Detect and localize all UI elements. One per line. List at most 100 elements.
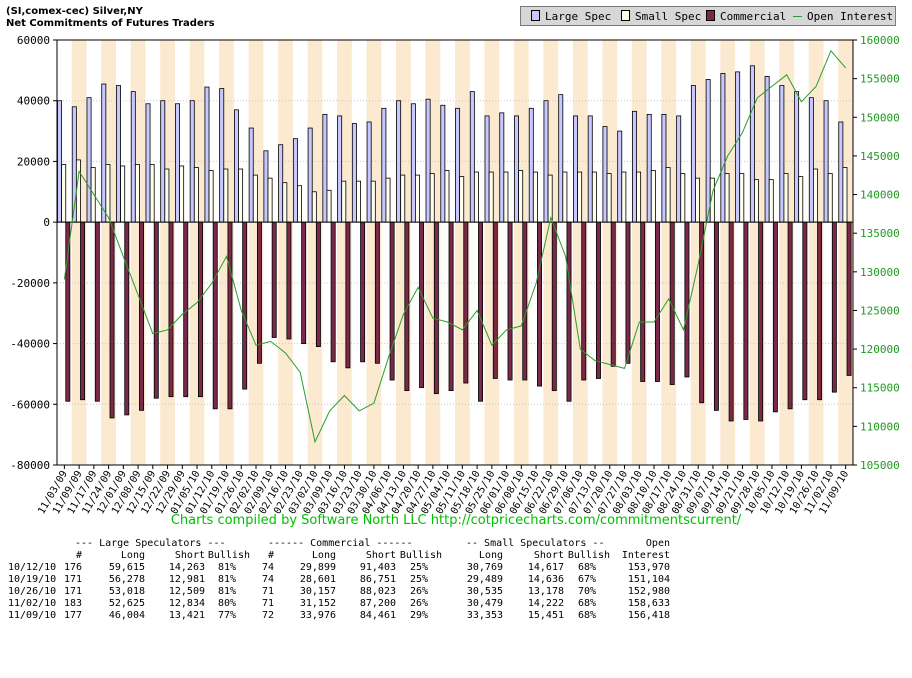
bar-commercial [286,221,292,340]
bar-small-spec [356,180,361,223]
bar-commercial [817,221,823,401]
bar-commercial [227,221,233,410]
bar-commercial [492,221,498,379]
legend-label-large-spec: Large Spec [545,10,612,23]
bar-small-spec [252,174,258,223]
table-cell: 33,976 [299,610,336,621]
table-cell: 81% [217,586,236,597]
table-cell: 84,461 [359,610,396,621]
legend-label-small-spec: Small Spec [635,10,702,23]
bar-commercial [463,221,469,384]
bar-commercial [728,221,734,422]
y-tick-label: -80000 [10,459,50,472]
bar-commercial [684,221,690,378]
y-tick-label: 0 [43,216,50,229]
bar-large-spec [499,112,505,223]
bar-commercial [168,221,174,398]
table-cell: 91,403 [359,562,396,573]
table-cell: 15,451 [527,610,564,621]
bar-small-spec [149,164,155,223]
header-bullish-commercial: Bullish [399,550,442,561]
series-line-open-interest [63,49,846,444]
bar-small-spec [798,176,804,223]
bar-commercial [360,221,366,363]
bar-large-spec [337,115,343,223]
bar-large-spec [440,104,446,223]
cot-chart: 60000 40000 20000 0 -20000 -40000 -60000 -80000… [10,34,900,516]
bar-large-spec [410,103,416,223]
bar-small-spec [193,167,199,223]
bar-commercial [153,221,159,399]
y2-tick-label: 105000 [860,459,900,472]
bar-commercial [330,221,336,363]
bar-small-spec [488,171,494,223]
bar-small-spec [621,171,627,223]
commercial-swatch [706,10,715,21]
bar-large-spec [808,97,814,223]
legend-item-open-interest: Open Interest [793,10,893,23]
bar-commercial [787,221,793,410]
bar-small-spec [813,168,818,223]
plot-frame [56,39,854,466]
y2-tick-label: 125000 [860,304,900,317]
legend-item-large-spec: Large Spec [531,10,611,23]
header-short-small: Short [533,550,564,561]
bar-large-spec [116,85,121,223]
table-cell: 31,152 [299,598,336,609]
header-bullish-small: Bullish [567,550,610,561]
bar-small-spec [385,177,391,223]
bar-small-spec [326,189,332,223]
bar-large-spec [764,76,770,223]
bar-large-spec [248,127,254,223]
bar-large-spec [469,91,475,223]
bar-large-spec [219,88,225,223]
bar-large-spec [455,107,461,223]
bar-large-spec [514,115,519,223]
bar-large-spec [278,144,284,223]
bar-small-spec [532,171,538,223]
bar-large-spec [749,65,755,223]
bar-small-spec [429,173,435,223]
table-cell: 88,023 [359,586,396,597]
table-cell: 33,353 [466,610,503,621]
y2-tick-label: 150000 [860,111,900,124]
bar-commercial [448,221,454,392]
header-commercial: ------ Commercial ------ [268,538,413,549]
table-cell: 12,981 [168,574,205,585]
table-row-date: 10/19/10 [8,574,57,585]
table-cell: 72 [261,610,274,621]
table-cell: 68% [577,562,596,573]
bar-large-spec [705,79,711,223]
bar-commercial [374,221,380,364]
bar-small-spec [665,167,671,223]
table-cell: 68% [577,598,596,609]
bar-small-spec [267,177,273,223]
table-row-date: 10/26/10 [8,586,57,597]
table-cell: 25% [409,562,428,573]
bar-small-spec [518,170,524,223]
bar-small-spec [842,167,848,223]
bar-large-spec [646,113,652,223]
bar-large-spec [720,72,726,223]
header-large-speculators: --- Large Speculators --- [75,538,226,549]
bar-small-spec [311,191,317,223]
table-cell: 52,625 [108,598,145,609]
bar-large-spec [130,91,136,223]
table-cell: 81% [217,562,236,573]
bar-small-spec [75,159,81,223]
bar-large-spec [57,100,63,223]
bar-small-spec [724,173,730,223]
bar-commercial [640,221,646,382]
bar-commercial [183,221,189,398]
bar-large-spec [263,150,269,223]
bar-commercial [654,221,660,382]
bar-large-spec [631,110,637,223]
bar-large-spec [396,100,402,223]
legend-item-commercial: Commercial [706,10,786,23]
bar-commercial [301,221,307,344]
table-cell: 46,004 [108,610,145,621]
header-count-large: # [75,550,82,561]
bar-small-spec [473,171,479,223]
y-tick-label: -60000 [10,398,50,411]
bar-commercial [212,221,218,410]
